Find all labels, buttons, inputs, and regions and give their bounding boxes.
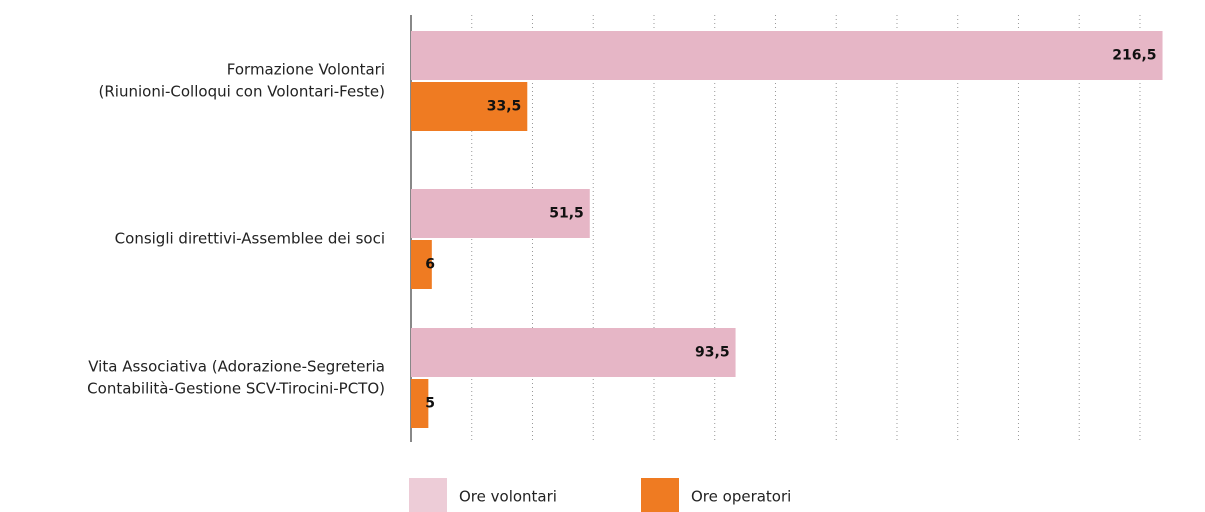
legend-swatch bbox=[641, 478, 679, 512]
category-label: Formazione Volontari bbox=[227, 61, 385, 79]
bar bbox=[411, 82, 528, 131]
bar bbox=[411, 240, 432, 289]
category-label: (Riunioni-Colloqui con Volontari-Feste) bbox=[99, 83, 385, 101]
bar bbox=[411, 379, 429, 428]
legend-swatch bbox=[409, 478, 447, 512]
legend-label: Ore operatori bbox=[691, 488, 791, 506]
value-label: 51,5 bbox=[549, 206, 584, 222]
value-label: 5 bbox=[425, 396, 435, 412]
value-label: 93,5 bbox=[695, 345, 730, 361]
category-label: Contabilità-Gestione SCV-Tirocini-PCTO) bbox=[87, 380, 385, 398]
value-label: 6 bbox=[425, 257, 435, 273]
bar bbox=[411, 328, 736, 377]
bar bbox=[411, 31, 1163, 80]
bar bbox=[411, 189, 590, 238]
legend-label: Ore volontari bbox=[459, 488, 557, 506]
value-label: 33,5 bbox=[487, 99, 522, 115]
value-label: 216,5 bbox=[1112, 48, 1156, 64]
category-label: Consigli direttivi-Assemblee dei soci bbox=[115, 230, 385, 248]
category-label: Vita Associativa (Adorazione-Segreteria bbox=[88, 358, 385, 376]
